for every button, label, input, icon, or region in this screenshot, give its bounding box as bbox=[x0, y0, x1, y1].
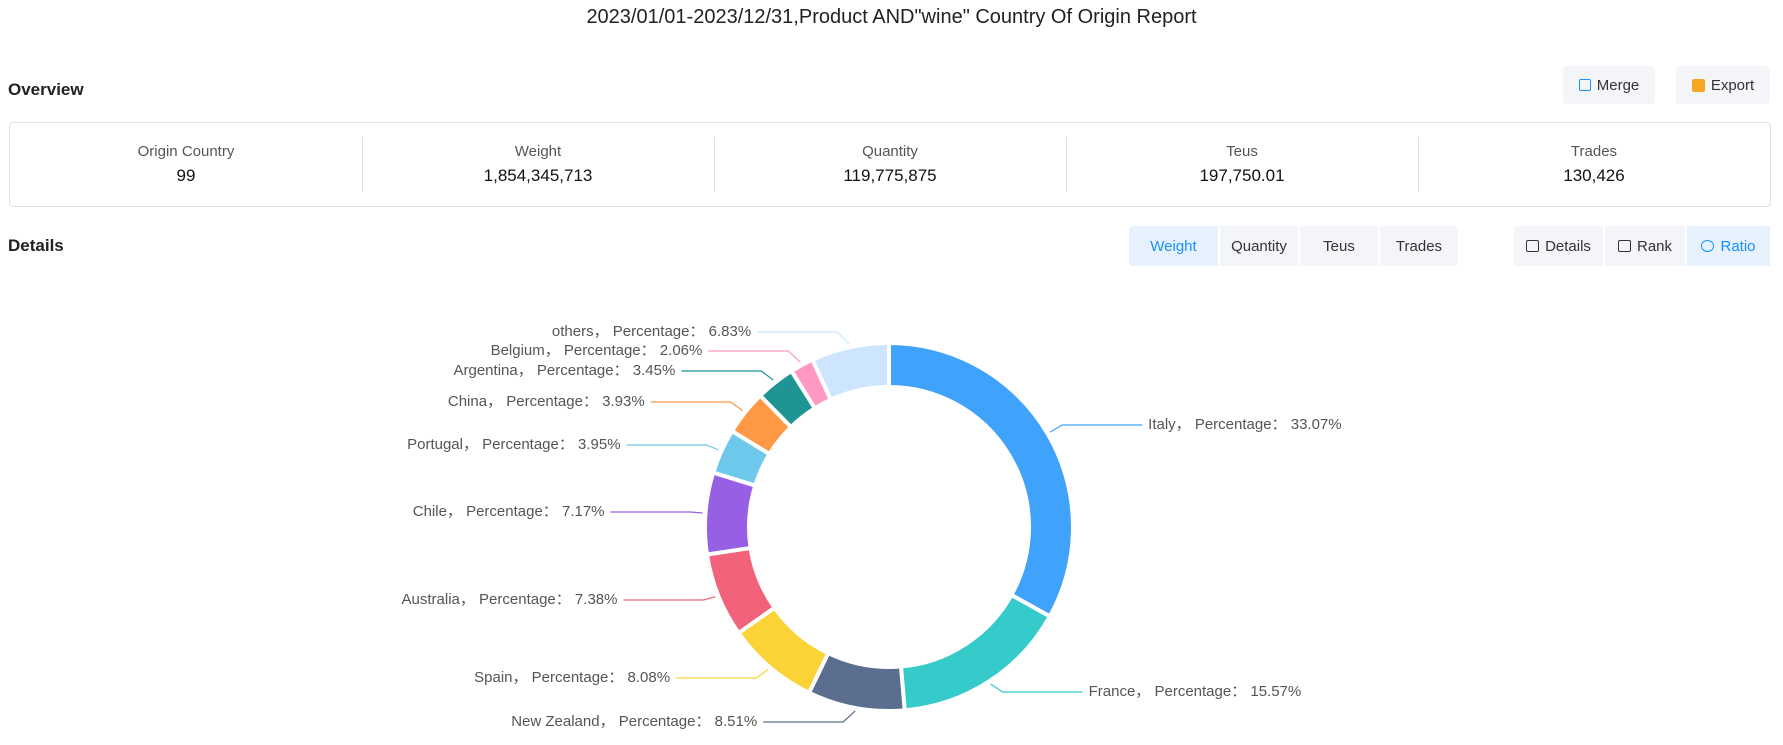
slice-label: New Zealand， Percentage： 8.51% bbox=[511, 713, 757, 730]
view-tabs: Details Rank Ratio bbox=[1514, 226, 1770, 266]
stat-label: Teus bbox=[1226, 143, 1258, 160]
stat: Teus 197,750.01 bbox=[1066, 123, 1418, 206]
stat: Weight 1,854,345,713 bbox=[362, 123, 714, 206]
slice-label: Belgium， Percentage： 2.06% bbox=[491, 342, 703, 359]
pie-slice bbox=[809, 340, 891, 403]
stat-value: 130,426 bbox=[1563, 166, 1625, 185]
stat: Origin Country 99 bbox=[10, 123, 362, 206]
pie-slice bbox=[887, 340, 1075, 620]
view-icon bbox=[1617, 240, 1631, 252]
slice-label: Argentina， Percentage： 3.45% bbox=[454, 362, 676, 379]
merge-button[interactable]: Merge bbox=[1563, 66, 1655, 104]
stat-value: 99 bbox=[176, 166, 196, 185]
slice-label: Spain， Percentage： 8.08% bbox=[474, 669, 670, 686]
slice-label: Portugal， Percentage： 3.95% bbox=[407, 436, 620, 453]
slice-label: Australia， Percentage： 7.38% bbox=[402, 591, 618, 608]
stat: Quantity 119,775,875 bbox=[714, 123, 1066, 206]
view-icon bbox=[1701, 240, 1715, 252]
view-icon bbox=[1526, 240, 1540, 252]
view-tab[interactable]: Ratio bbox=[1687, 226, 1770, 266]
metric-tab[interactable]: Weight bbox=[1129, 226, 1218, 266]
stat-value: 1,854,345,713 bbox=[483, 166, 593, 185]
view-label: Details bbox=[1545, 237, 1591, 255]
leader-line bbox=[626, 444, 719, 451]
slice-label: Chile， Percentage： 7.17% bbox=[413, 503, 605, 520]
slice-label: France， Percentage： 15.57% bbox=[1089, 683, 1302, 700]
stat-label: Quantity bbox=[862, 143, 918, 160]
leader-line bbox=[708, 350, 801, 363]
export-icon bbox=[1691, 78, 1705, 92]
overview-box: Origin Country 99 Weight 1,854,345,713 Quant… bbox=[9, 122, 1771, 207]
metric-tab[interactable]: Quantity bbox=[1220, 226, 1298, 266]
merge-label: Merge bbox=[1596, 76, 1640, 94]
metric-tab[interactable]: Trades bbox=[1380, 226, 1458, 266]
view-tab[interactable]: Details bbox=[1514, 226, 1603, 266]
leader-line bbox=[1049, 424, 1143, 433]
slice-label: others， Percentage： 6.83% bbox=[552, 323, 751, 340]
stat-value: 197,750.01 bbox=[1199, 166, 1285, 185]
leader-line bbox=[763, 710, 856, 723]
slice-label: Italy， Percentage： 33.07% bbox=[1148, 416, 1341, 433]
stat-label: Origin Country bbox=[137, 143, 235, 160]
stat-label: Weight bbox=[514, 143, 562, 160]
leader-line bbox=[990, 683, 1083, 693]
view-label: Rank bbox=[1636, 237, 1673, 255]
export-label: Export bbox=[1710, 76, 1755, 94]
pie-slice bbox=[898, 592, 1053, 713]
metric-tabs: Weight Quantity Teus Trades bbox=[1129, 226, 1458, 266]
leader-line bbox=[676, 669, 769, 679]
overview-title: Overview bbox=[8, 80, 84, 99]
report-title: 2023/01/01-2023/12/31,Product AND"wine" … bbox=[586, 6, 1197, 28]
leader-line bbox=[650, 401, 744, 412]
merge-icon bbox=[1578, 79, 1591, 91]
stat-label: Trades bbox=[1570, 143, 1618, 160]
details-title: Details bbox=[8, 236, 64, 255]
leader-line bbox=[610, 511, 703, 514]
leader-line bbox=[681, 370, 774, 381]
stat: Trades 130,426 bbox=[1418, 123, 1770, 206]
view-tab[interactable]: Rank bbox=[1605, 226, 1685, 266]
leader-line bbox=[757, 331, 850, 345]
metric-tab[interactable]: Teus bbox=[1300, 226, 1378, 266]
stat-value: 119,775,875 bbox=[843, 166, 937, 185]
export-button[interactable]: Export bbox=[1676, 66, 1770, 104]
view-label: Ratio bbox=[1720, 237, 1756, 255]
slice-label: China， Percentage： 3.93% bbox=[448, 393, 645, 410]
leader-line bbox=[623, 596, 716, 601]
